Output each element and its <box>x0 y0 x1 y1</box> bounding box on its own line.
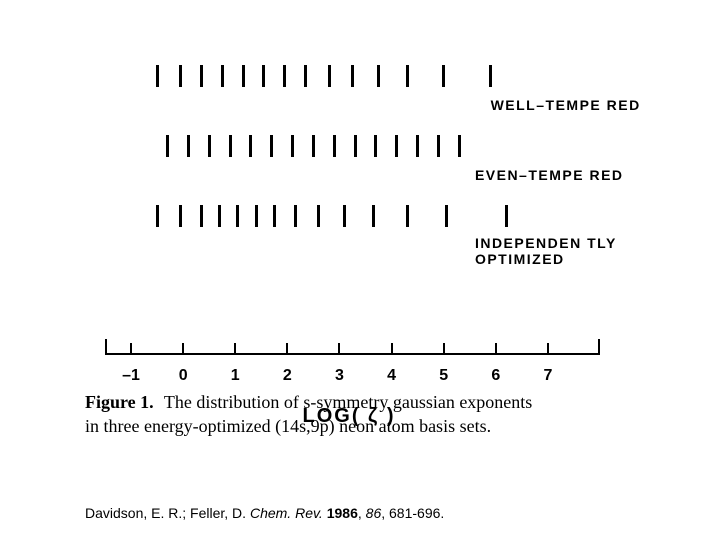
data-tick <box>328 65 331 87</box>
data-tick <box>200 65 203 87</box>
data-tick <box>236 205 239 227</box>
data-tick <box>200 205 203 227</box>
series-row-independently-optimized <box>105 205 600 231</box>
x-axis-tick <box>338 343 340 353</box>
data-tick <box>273 205 276 227</box>
data-tick <box>221 65 224 87</box>
x-axis-tick-label: 5 <box>424 367 464 385</box>
x-axis-tick-label: 6 <box>476 367 516 385</box>
x-axis-tick <box>286 343 288 353</box>
citation: Davidson, E. R.; Feller, D. Chem. Rev. 1… <box>85 505 444 521</box>
x-axis-tick <box>495 343 497 353</box>
data-tick <box>416 135 419 157</box>
data-tick <box>283 65 286 87</box>
series-row-even-tempered <box>105 135 600 161</box>
citation-volume: 86 <box>366 505 382 521</box>
x-axis-tick-label: 2 <box>267 367 307 385</box>
data-tick <box>291 135 294 157</box>
data-tick <box>156 65 159 87</box>
data-tick <box>187 135 190 157</box>
citation-authors: Davidson, E. R.; Feller, D. <box>85 505 246 521</box>
citation-year: 1986 <box>327 505 358 521</box>
data-tick <box>270 135 273 157</box>
figure-page: { "chart": { "type": "strip-dot-plot", "… <box>0 0 720 540</box>
x-axis-tick <box>234 343 236 353</box>
citation-sep-2: , <box>381 505 389 521</box>
x-axis-tick-label: 4 <box>372 367 412 385</box>
data-tick <box>377 65 380 87</box>
x-axis-end-tick-left <box>105 339 107 353</box>
data-tick <box>406 205 409 227</box>
x-axis-tick-label: 3 <box>319 367 359 385</box>
data-tick <box>294 205 297 227</box>
x-axis-tick-label: –1 <box>111 367 151 385</box>
x-axis-tick-label: 0 <box>163 367 203 385</box>
data-tick <box>317 205 320 227</box>
data-tick <box>442 65 445 87</box>
data-tick <box>229 135 232 157</box>
figure-caption-text-1: The distribution of s-symmetry gaussian … <box>164 392 532 412</box>
citation-journal: Chem. Rev. <box>250 505 323 521</box>
series-label-independently-optimized: INDEPENDEN TLY OPTIMIZED <box>475 235 617 267</box>
data-tick <box>255 205 258 227</box>
x-axis-tick-label: 7 <box>528 367 568 385</box>
x-axis-line <box>105 353 600 355</box>
data-tick <box>343 205 346 227</box>
figure-label: Figure 1. <box>85 392 154 412</box>
data-tick <box>489 65 492 87</box>
data-tick <box>505 205 508 227</box>
x-axis-tick <box>443 343 445 353</box>
x-axis-tick <box>547 343 549 353</box>
x-axis-tick <box>130 343 132 353</box>
exponent-distribution-chart: WELL–TEMPE REDEVEN–TEMPE REDINDEPENDEN T… <box>105 65 600 413</box>
x-axis-tick <box>391 343 393 353</box>
data-tick <box>249 135 252 157</box>
data-tick <box>395 135 398 157</box>
x-axis-tick-label: 1 <box>215 367 255 385</box>
x-axis-end-tick-right <box>598 339 600 353</box>
data-tick <box>208 135 211 157</box>
data-tick <box>262 65 265 87</box>
series-label-even-tempered: EVEN–TEMPE RED <box>475 167 624 183</box>
data-tick <box>156 205 159 227</box>
data-tick <box>179 205 182 227</box>
data-tick <box>351 65 354 87</box>
figure-caption-line-2: in three energy-optimized (14s,9p) neon … <box>85 416 491 437</box>
citation-sep-1: , <box>358 505 366 521</box>
data-tick <box>458 135 461 157</box>
x-axis-tick <box>182 343 184 353</box>
figure-caption-text-2: in three energy-optimized (14s,9p) neon … <box>85 416 491 436</box>
data-tick <box>166 135 169 157</box>
data-tick <box>445 205 448 227</box>
data-tick <box>312 135 315 157</box>
data-tick <box>372 205 375 227</box>
data-tick <box>333 135 336 157</box>
series-row-well-tempered <box>105 65 600 91</box>
citation-pages: 681-696. <box>389 505 444 521</box>
series-label-well-tempered: WELL–TEMPE RED <box>491 97 641 113</box>
data-tick <box>304 65 307 87</box>
figure-caption-line-1: Figure 1. The distribution of s-symmetry… <box>85 392 532 413</box>
data-tick <box>242 65 245 87</box>
data-tick <box>406 65 409 87</box>
data-tick <box>218 205 221 227</box>
data-tick <box>179 65 182 87</box>
data-tick <box>354 135 357 157</box>
data-tick <box>374 135 377 157</box>
data-tick <box>437 135 440 157</box>
